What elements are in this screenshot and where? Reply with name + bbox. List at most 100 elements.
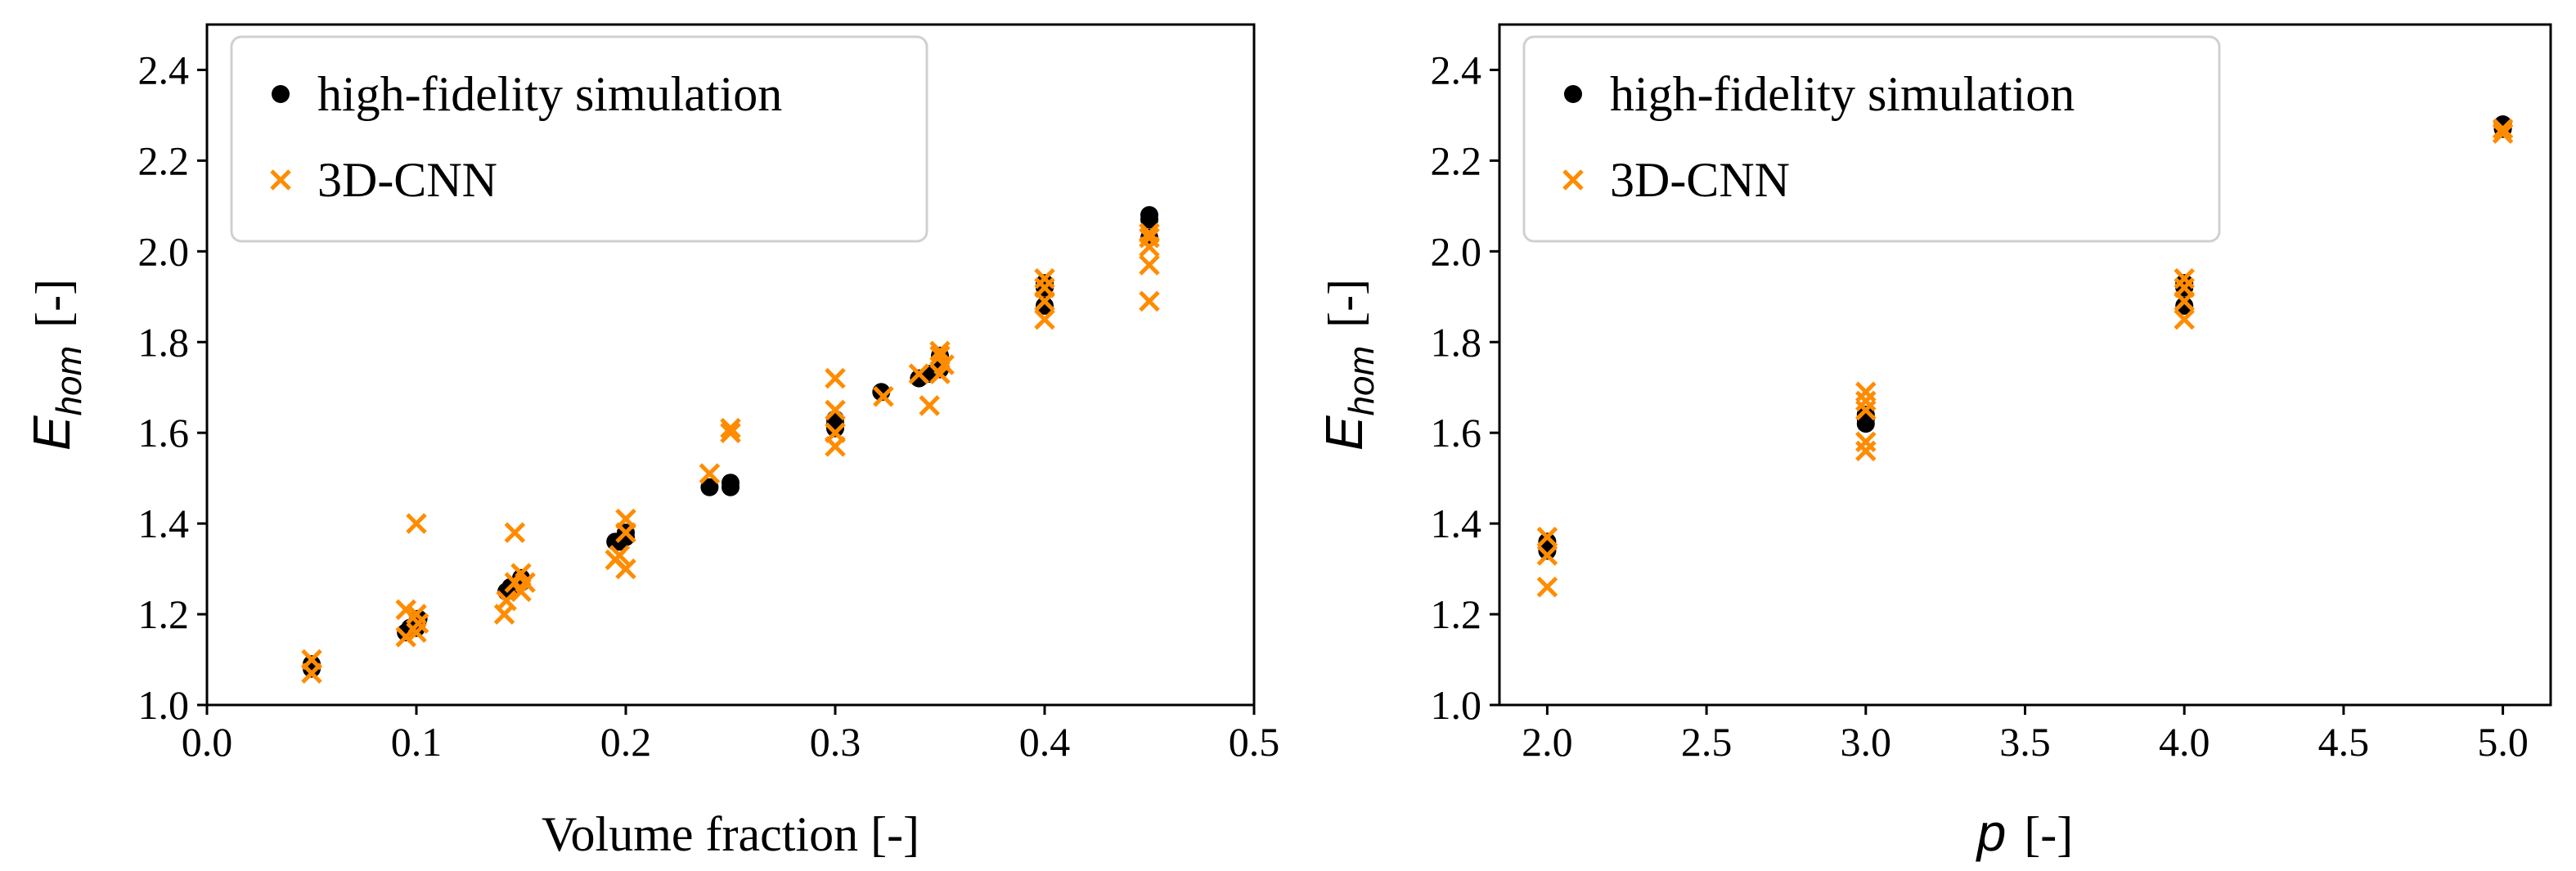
y-tick-label: 1.2 bbox=[1431, 591, 1482, 637]
legend-x-glyph bbox=[270, 169, 291, 191]
right-legend-cnn-label: 3D-CNN bbox=[1610, 153, 1790, 207]
cnn-point bbox=[1536, 527, 1558, 548]
cnn-point bbox=[1855, 399, 1877, 421]
left-series-high-fidelity bbox=[303, 205, 1158, 678]
cnn-point bbox=[407, 613, 429, 634]
x-tick-label: 3.0 bbox=[1841, 719, 1892, 765]
left-legend-cnn-marker bbox=[270, 169, 291, 191]
left-legend-hf-marker bbox=[272, 85, 290, 103]
x-tick-label: 4.5 bbox=[2318, 719, 2370, 765]
x-tick-label: 4.0 bbox=[2159, 719, 2210, 765]
hf-point bbox=[1856, 406, 1875, 424]
left-series-3d-cnn bbox=[301, 222, 1160, 684]
y-tick-label: 1.0 bbox=[1431, 682, 1482, 728]
cnn-point bbox=[825, 399, 846, 421]
y-tick-label: 1.6 bbox=[138, 410, 190, 456]
hf-point bbox=[1036, 274, 1054, 293]
y-tick-label: 1.8 bbox=[138, 319, 190, 365]
hf-point bbox=[700, 478, 719, 496]
x-tick-label: 3.5 bbox=[1999, 719, 2051, 765]
right-legend-cnn-marker bbox=[1562, 169, 1584, 191]
x-tick-label: 2.5 bbox=[1681, 719, 1733, 765]
right-chart: 2.0 2.5 3.0 3.5 4.0 4.5 5.0 1.0 1.2 1.4 1.6 1.8 2.0 2… bbox=[1315, 23, 2552, 862]
right-legend-hf-label: high-fidelity simulation bbox=[1610, 67, 2075, 121]
y-tick-label: 2.2 bbox=[1431, 137, 1482, 183]
cnn-point bbox=[1855, 390, 1877, 412]
cnn-point bbox=[1855, 440, 1877, 462]
right-legend: high-fidelity simulation 3D-CNN bbox=[1522, 35, 2221, 243]
x-tick-label: 5.0 bbox=[2477, 719, 2529, 765]
right-plot-frame bbox=[1498, 23, 2552, 707]
right-x-axis-label: p [-] bbox=[1976, 803, 2074, 862]
hf-point bbox=[1140, 205, 1158, 224]
cnn-point bbox=[615, 558, 636, 580]
right-series-3d-cnn bbox=[1536, 118, 2514, 598]
cnn-point bbox=[720, 417, 741, 439]
y-tick-label: 1.6 bbox=[1431, 410, 1482, 456]
left-plot-frame bbox=[205, 23, 1256, 707]
cnn-point bbox=[825, 367, 846, 389]
cnn-point bbox=[1139, 254, 1160, 276]
y-tick-label: 1.2 bbox=[138, 591, 190, 637]
x-tick-label: 0.0 bbox=[182, 719, 233, 765]
cnn-point bbox=[1034, 267, 1055, 290]
cnn-point bbox=[406, 513, 427, 534]
cnn-point bbox=[2174, 276, 2195, 299]
hf-point bbox=[1538, 532, 1557, 551]
x-tick-label: 0.3 bbox=[810, 719, 861, 765]
left-legend: high-fidelity simulation 3D-CNN bbox=[230, 35, 928, 243]
cnn-point bbox=[699, 463, 721, 484]
x-tick-label: 0.4 bbox=[1019, 719, 1071, 765]
hf-point bbox=[2175, 296, 2194, 315]
legend-x-glyph bbox=[1562, 169, 1584, 191]
y-tick-label: 2.4 bbox=[1431, 47, 1482, 92]
cnn-point bbox=[908, 363, 930, 384]
x-tick-label: 2.0 bbox=[1522, 719, 1573, 765]
y-tick-label: 1.4 bbox=[138, 501, 190, 546]
y-tick-label: 1.8 bbox=[1431, 319, 1482, 365]
y-tick-label: 2.4 bbox=[138, 47, 190, 92]
hf-point bbox=[2175, 274, 2194, 293]
left-legend-cnn-label: 3D-CNN bbox=[317, 153, 497, 207]
cnn-point bbox=[1139, 227, 1160, 249]
x-tick-label: 0.2 bbox=[600, 719, 652, 765]
y-tick-label: 2.2 bbox=[138, 137, 190, 183]
cnn-point bbox=[609, 545, 631, 566]
left-legend-hf-label: high-fidelity simulation bbox=[317, 67, 782, 121]
right-legend-box bbox=[1522, 35, 2221, 243]
cnn-point bbox=[1034, 276, 1055, 299]
hf-point bbox=[1036, 296, 1054, 315]
cnn-point bbox=[1855, 431, 1877, 453]
cnn-point bbox=[1536, 577, 1558, 598]
cnn-point bbox=[825, 422, 846, 443]
y-tick-label: 1.4 bbox=[1431, 501, 1482, 546]
cnn-point bbox=[873, 386, 894, 407]
cnn-point bbox=[720, 422, 741, 443]
cnn-point bbox=[919, 395, 940, 416]
x-tick-label: 0.5 bbox=[1229, 719, 1280, 765]
cnn-point bbox=[1139, 290, 1160, 312]
left-axis-ticks: 0.0 0.1 0.2 0.3 0.4 0.5 1.0 1.2 1.4 1.6 1.8 2.0 2.2 2… bbox=[138, 47, 1280, 765]
left-legend-box bbox=[230, 35, 928, 243]
cnn-point bbox=[1536, 545, 1558, 566]
left-y-axis-label: Ehom[-] bbox=[22, 279, 89, 451]
cnn-point bbox=[1855, 381, 1877, 403]
cnn-point bbox=[615, 508, 636, 530]
cnn-point bbox=[1139, 222, 1160, 244]
right-y-axis-label: Ehom[-] bbox=[1315, 279, 1382, 451]
right-legend-hf-marker bbox=[1564, 85, 1582, 103]
cnn-point bbox=[2174, 267, 2195, 290]
cnn-point bbox=[515, 572, 536, 594]
x-tick-label: 0.1 bbox=[391, 719, 443, 765]
y-tick-label: 2.0 bbox=[138, 228, 190, 274]
cnn-point bbox=[1034, 308, 1055, 330]
left-chart: 0.0 0.1 0.2 0.3 0.4 0.5 1.0 1.2 1.4 1.6 1.8 2.0 2.2 2… bbox=[22, 23, 1280, 861]
cnn-point bbox=[2492, 118, 2514, 140]
cnn-point bbox=[933, 354, 955, 375]
cnn-point bbox=[496, 590, 517, 612]
cnn-point bbox=[301, 649, 322, 671]
hf-point bbox=[722, 474, 740, 492]
cnn-point bbox=[504, 522, 526, 543]
cnn-point bbox=[2174, 308, 2195, 330]
